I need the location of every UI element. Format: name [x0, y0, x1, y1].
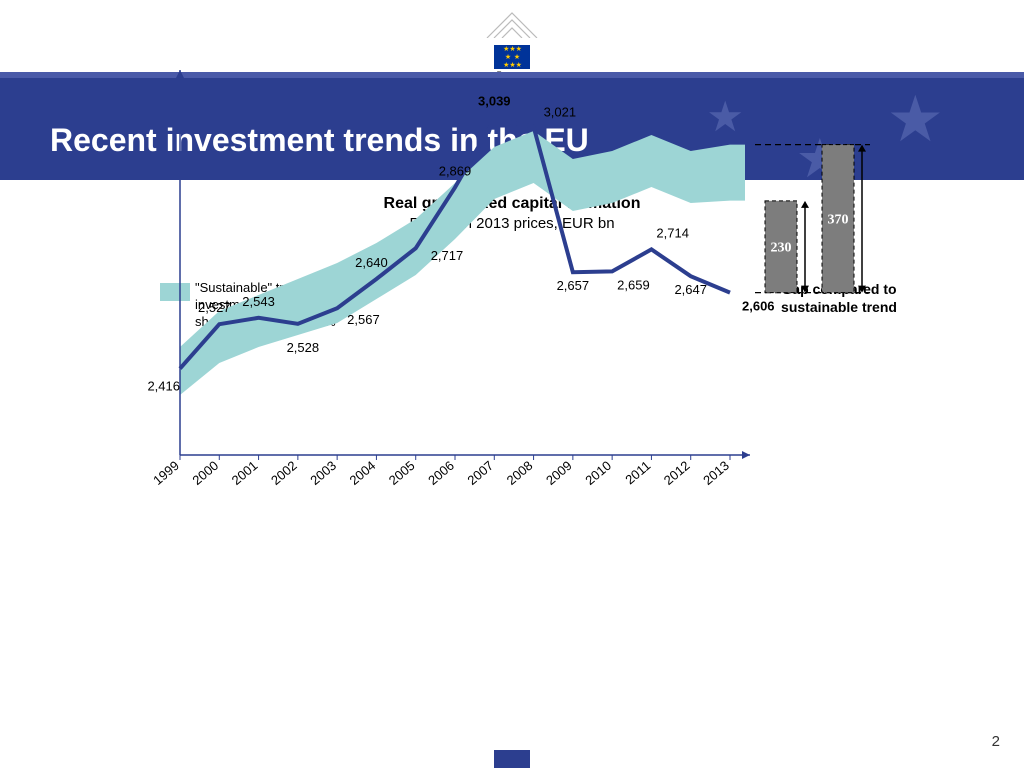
data-point-label: 2,528	[287, 340, 320, 355]
x-tick-label: 2003	[307, 458, 339, 488]
x-tick-label: 2002	[268, 458, 300, 488]
logo-building-icon	[482, 8, 542, 38]
x-tick-label: 1999	[150, 458, 182, 488]
x-tick-label: 2005	[386, 458, 418, 488]
x-tick-label: 2001	[229, 458, 261, 488]
data-point-label: 2,657	[557, 278, 590, 293]
x-tick-label: 2010	[582, 458, 614, 488]
gap-bar-high-label: 370	[828, 213, 849, 228]
data-point-label: 2,717	[431, 248, 464, 263]
data-point-label: 2,567	[347, 312, 380, 327]
x-tick-label: 2013	[700, 458, 732, 488]
x-tick-label: 2007	[464, 458, 496, 488]
data-point-label: 2,416	[147, 379, 180, 394]
data-point-label: 2,640	[355, 255, 388, 270]
data-point-label: 3,021	[544, 105, 577, 120]
gap-bar-low-label: 230	[771, 241, 792, 256]
data-point-label: 2,543	[242, 294, 275, 309]
x-tick-label: 2012	[661, 458, 693, 488]
x-tick-label: 2000	[189, 458, 221, 488]
data-point-label: 2,527	[198, 300, 231, 315]
x-tick-label: 2006	[425, 458, 457, 488]
line-chart: 19992000 200120022003 2004200520062007 2008…	[120, 55, 900, 505]
data-point-label: 2,659	[617, 277, 650, 292]
page-number: 2	[992, 733, 1000, 750]
x-tick-label: 2004	[347, 458, 379, 488]
x-tick-label: 2011	[622, 458, 653, 487]
data-point-label: 2,714	[656, 225, 689, 240]
data-point-label: 3,039	[478, 93, 511, 108]
data-point-label: 2,606	[742, 299, 775, 314]
data-point-label: 2,869	[439, 163, 472, 178]
footer-accent	[494, 750, 530, 768]
data-point-label: 2,647	[674, 282, 707, 297]
x-tick-label: 2008	[504, 458, 536, 488]
x-tick-label: 2009	[543, 458, 575, 488]
